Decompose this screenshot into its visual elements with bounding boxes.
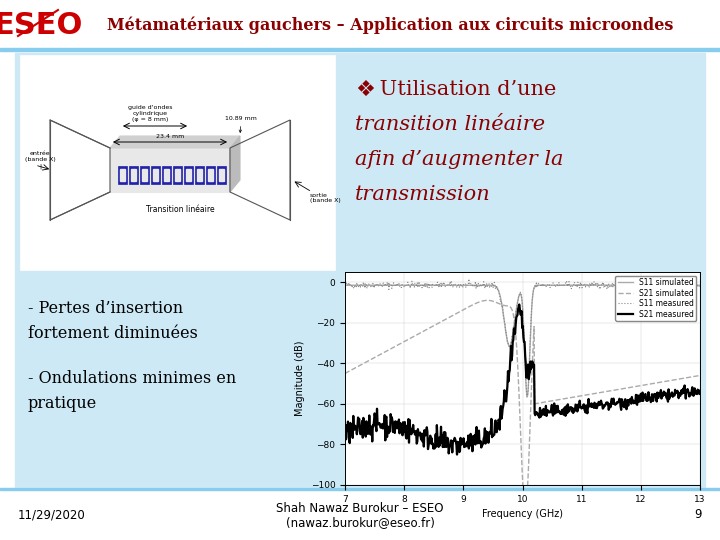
Bar (162, 166, 171, 184)
Bar (140, 166, 149, 184)
Text: (nawaz.burokur@eseo.fr): (nawaz.burokur@eseo.fr) (286, 516, 434, 530)
Bar (118, 166, 127, 184)
S11 simulated (341, 282, 349, 288)
Line: S11 simulated: S11 simulated (345, 285, 700, 396)
Bar (0, 48, 720, 51)
Text: transition linéaire: transition linéaire (355, 115, 545, 134)
S21 measured (551, 403, 559, 409)
Text: Shah Nawaz Burokur – ESEO: Shah Nawaz Burokur – ESEO (276, 502, 444, 515)
Text: ❖: ❖ (355, 80, 375, 100)
Text: transmission: transmission (355, 185, 491, 204)
Text: Métamatériaux gauchers – Application aux circuits microondes: Métamatériaux gauchers – Application aux… (107, 16, 673, 33)
S21 simulated (579, 392, 588, 399)
Text: Transition linéaire: Transition linéaire (145, 205, 215, 214)
Bar (0, 488, 720, 540)
S11 measured (341, 281, 349, 288)
S11 simulated (501, 327, 510, 334)
S11 measured (432, 281, 441, 288)
S11 simulated (551, 282, 559, 288)
S11 measured (579, 282, 588, 288)
Bar (164, 169, 169, 181)
Polygon shape (110, 136, 240, 148)
S21 measured (609, 395, 618, 402)
S21 simulated (696, 372, 704, 379)
S21 simulated (403, 336, 412, 343)
Bar (206, 166, 215, 184)
Line: S21 simulated: S21 simulated (345, 300, 700, 505)
Text: 10.89 mm: 10.89 mm (225, 116, 257, 132)
Bar (0, 488, 720, 490)
Bar (184, 166, 193, 184)
Text: 9: 9 (695, 509, 702, 522)
Legend: S11 simulated, S21 simulated, S11 measured, S21 measured: S11 simulated, S21 simulated, S11 measur… (616, 276, 696, 321)
S21 measured (403, 434, 412, 441)
S11 simulated (523, 393, 531, 400)
S21 measured (515, 301, 523, 308)
Bar (142, 169, 147, 181)
Bar (173, 166, 182, 184)
Text: - Pertes d’insertion: - Pertes d’insertion (28, 300, 183, 317)
Text: fortement diminuées: fortement diminuées (28, 325, 198, 342)
Text: 23.4 mm: 23.4 mm (156, 134, 184, 139)
Y-axis label: Magnitude (dB): Magnitude (dB) (295, 341, 305, 416)
S21 simulated (341, 370, 349, 377)
S11 simulated (432, 282, 441, 288)
Line: S11 measured: S11 measured (345, 279, 700, 397)
S11 measured (523, 394, 531, 400)
Bar (153, 169, 158, 181)
S11 measured (696, 281, 704, 288)
S21 simulated (609, 387, 618, 394)
S21 measured (453, 451, 462, 458)
S21 measured (579, 402, 588, 408)
S21 simulated (483, 297, 492, 303)
Bar (219, 169, 224, 181)
Text: guide d'ondes
cylindrique
(φ = 8 mm): guide d'ondes cylindrique (φ = 8 mm) (127, 105, 172, 122)
Line: S21 measured: S21 measured (345, 305, 700, 455)
Text: Utilisation d’une: Utilisation d’une (373, 80, 557, 99)
S21 simulated (551, 397, 559, 403)
S11 simulated (696, 282, 704, 288)
Bar (208, 169, 213, 181)
Text: 11/29/2020: 11/29/2020 (18, 509, 86, 522)
Bar (151, 166, 160, 184)
S21 simulated (432, 321, 441, 327)
X-axis label: Frequency (GHz): Frequency (GHz) (482, 509, 563, 519)
S11 measured (609, 281, 618, 288)
Bar (186, 169, 191, 181)
Bar (129, 166, 138, 184)
Text: pratique: pratique (28, 395, 97, 412)
S11 measured (464, 276, 473, 282)
Bar (217, 166, 226, 184)
S11 measured (403, 279, 412, 285)
Text: sortie
(bande X): sortie (bande X) (310, 193, 341, 204)
Bar (197, 169, 202, 181)
Bar (0, 0, 720, 48)
S21 measured (502, 398, 510, 404)
S21 measured (432, 443, 441, 450)
Text: ESEO: ESEO (0, 10, 83, 39)
Bar (120, 169, 125, 181)
S11 measured (502, 329, 510, 336)
Text: - Ondulations minimes en: - Ondulations minimes en (28, 370, 236, 387)
S11 simulated (403, 282, 412, 288)
S21 simulated (521, 502, 529, 509)
S11 measured (551, 284, 559, 290)
S11 simulated (578, 282, 587, 288)
S21 measured (341, 427, 349, 433)
Polygon shape (230, 136, 240, 192)
S21 simulated (502, 302, 510, 309)
Text: afin d’augmenter la: afin d’augmenter la (355, 150, 564, 169)
Bar (20, 55, 335, 270)
S11 simulated (608, 282, 617, 288)
Bar (195, 166, 204, 184)
Text: entrée
(bande X)
|: entrée (bande X) | (24, 151, 55, 168)
Bar (131, 169, 136, 181)
Bar (15, 53, 705, 488)
Bar (175, 169, 180, 181)
Bar (110, 148, 230, 192)
S21 measured (696, 389, 704, 396)
